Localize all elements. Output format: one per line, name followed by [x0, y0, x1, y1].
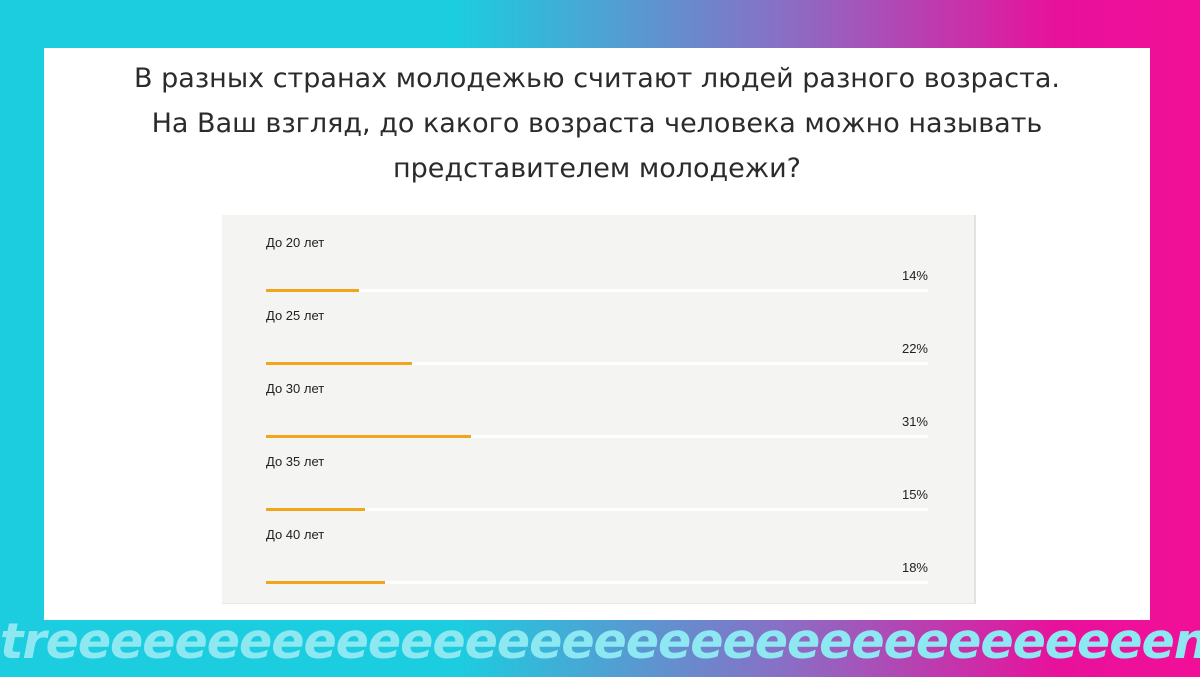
poll-option-bar [266, 289, 359, 292]
poll-option-label: До 40 лет [266, 527, 325, 542]
poll-option: До 20 лет 14% [266, 235, 928, 307]
poll-option: До 40 лет 18% [266, 527, 928, 599]
poll-question-line-2: На Ваш взгляд, до какого возраста челове… [151, 108, 1043, 139]
poll-option-label: До 25 лет [266, 308, 325, 323]
poll-option-bar [266, 508, 365, 511]
poll-option-bar [266, 362, 412, 365]
poll-option-track [266, 581, 928, 584]
poll-option-track [266, 289, 928, 292]
poll-option-label: До 35 лет [266, 454, 325, 469]
poll-question-line-1: В разных странах молодежью считают людей… [134, 63, 1060, 94]
poll-option-percent: 15% [901, 487, 928, 502]
content-card: В разных странах молодежью считают людей… [44, 48, 1150, 620]
poll-option-bar [266, 581, 385, 584]
poll-option-label: До 20 лет [266, 235, 325, 250]
poll-option-bar [266, 435, 471, 438]
poll-option: До 30 лет 31% [266, 381, 928, 453]
poll-question-line-3: представителем молодежи? [393, 153, 801, 184]
poll-results-chart: До 20 лет 14% До 25 лет 22% До 30 лет 31% До 3… [222, 215, 976, 604]
poll-option-percent: 22% [901, 341, 928, 356]
poll-option: До 25 лет 22% [266, 308, 928, 380]
poll-option-track [266, 508, 928, 511]
poll-option: До 35 лет 15% [266, 454, 928, 526]
poll-option-track [266, 435, 928, 438]
poll-option-percent: 18% [901, 560, 928, 575]
poll-option-percent: 14% [901, 268, 928, 283]
watermark-logo: treeeeeeeeeeeeeeeeeeeeeeeeeeeeeeeeeeends [0, 613, 1200, 670]
poll-option-label: До 30 лет [266, 381, 325, 396]
poll-option-track [266, 362, 928, 365]
poll-question: В разных странах молодежью считают людей… [44, 56, 1150, 191]
poll-option-percent: 31% [901, 414, 928, 429]
